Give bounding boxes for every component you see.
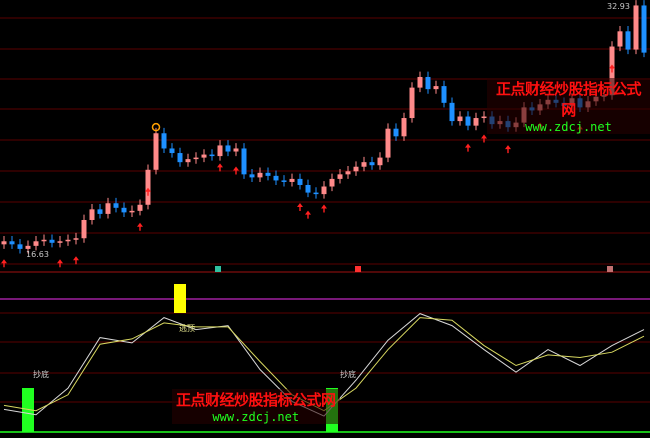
- candle-up: [1, 241, 7, 245]
- buy-arrow-icon: [1, 259, 7, 268]
- buy-signal-bar: [22, 388, 34, 432]
- buy-arrow-icon: [481, 134, 487, 143]
- buy-arrow-icon: [505, 145, 511, 154]
- low-price-label: 16.63: [26, 250, 49, 259]
- candle-down: [97, 209, 103, 214]
- candle-up: [73, 238, 79, 240]
- candle-down: [161, 133, 167, 149]
- candle-up: [433, 86, 439, 90]
- candle-up: [89, 209, 95, 220]
- candle-down: [441, 86, 447, 103]
- candle-up: [345, 171, 351, 175]
- candle-up: [65, 239, 71, 242]
- buy-arrow-icon: [73, 256, 79, 265]
- watermark-url: www.zdcj.net: [525, 120, 612, 134]
- candle-up: [217, 145, 223, 157]
- watermark-lower: 正点财经炒股指标公式网 www.zdcj.net: [172, 389, 340, 424]
- sell-signal-bar: [174, 284, 186, 313]
- candle-up: [481, 116, 487, 119]
- buy-arrow-icon: [233, 166, 239, 175]
- candle-up: [153, 133, 159, 170]
- candle-down: [177, 153, 183, 163]
- candle-up: [617, 31, 623, 47]
- candle-down: [49, 239, 55, 243]
- candle-up: [321, 186, 327, 195]
- candle-up: [193, 157, 199, 160]
- candle-up: [417, 76, 423, 88]
- high-price-label: 32.93: [607, 2, 630, 11]
- candle-down: [305, 184, 311, 193]
- signal-label-buy: 抄底: [340, 370, 356, 379]
- signal-marker: [355, 266, 361, 272]
- candle-down: [225, 145, 231, 152]
- candle-down: [297, 178, 303, 185]
- candle-up: [201, 154, 207, 158]
- candle-up: [353, 166, 359, 172]
- candle-up: [257, 172, 263, 178]
- signal-circle-icon: [151, 122, 161, 132]
- candle-up: [633, 5, 639, 50]
- candle-down: [209, 154, 215, 157]
- candle-down: [313, 192, 319, 195]
- candle-up: [377, 157, 383, 166]
- candle-up: [401, 118, 407, 137]
- candle-up: [289, 178, 295, 182]
- candle-down: [17, 244, 23, 249]
- candle-up: [337, 174, 343, 179]
- candle-up: [329, 178, 335, 187]
- candle-up: [25, 245, 31, 249]
- candle-down: [449, 102, 455, 122]
- candle-down: [265, 172, 271, 176]
- candle-down: [113, 203, 119, 208]
- buy-arrow-icon: [321, 204, 327, 213]
- candle-up: [409, 87, 415, 119]
- candle-up: [129, 210, 135, 213]
- candle-up: [81, 219, 87, 239]
- candle-down: [121, 207, 127, 213]
- candle-down: [641, 5, 647, 53]
- candle-down: [281, 180, 287, 182]
- buy-arrow-icon: [137, 222, 143, 231]
- candle-up: [473, 118, 479, 126]
- watermark: 正点财经炒股指标公式网 www.zdcj.net: [487, 78, 650, 134]
- candle-up: [361, 162, 367, 167]
- buy-arrow-icon: [609, 64, 615, 73]
- candle-down: [241, 148, 247, 175]
- candle-down: [625, 31, 631, 50]
- candle-down: [369, 162, 375, 166]
- buy-arrow-icon: [297, 202, 303, 211]
- buy-arrow-icon: [305, 210, 311, 219]
- watermark-url: www.zdcj.net: [212, 410, 300, 424]
- candle-up: [385, 128, 391, 158]
- candle-down: [425, 76, 431, 90]
- candle-up: [137, 204, 143, 211]
- candle-up: [57, 241, 63, 243]
- signal-marker: [607, 266, 613, 272]
- candle-up: [105, 203, 111, 214]
- candle-up: [33, 241, 39, 246]
- watermark-title: 正点财经炒股指标公式网: [176, 391, 336, 409]
- candle-down: [273, 175, 279, 181]
- watermark-title: 正点财经炒股指标公式网: [495, 80, 642, 119]
- signal-label-buy: 抄底: [33, 370, 49, 379]
- buy-arrow-icon: [465, 143, 471, 152]
- buy-arrow-icon: [145, 187, 151, 196]
- candle-up: [185, 159, 191, 163]
- candle-up: [233, 148, 239, 152]
- buy-arrow-icon: [57, 259, 63, 268]
- candle-up: [457, 116, 463, 122]
- candle-down: [393, 128, 399, 137]
- candlestick-chart[interactable]: [0, 0, 650, 273]
- signal-label-sell: 逃顶: [179, 324, 195, 333]
- candle-down: [9, 241, 15, 245]
- candle-down: [465, 116, 471, 126]
- candle-down: [169, 148, 175, 154]
- candle-up: [41, 239, 47, 242]
- buy-arrow-icon: [217, 163, 223, 172]
- candle-up: [145, 169, 151, 205]
- signal-marker: [215, 266, 221, 272]
- candle-down: [249, 174, 255, 178]
